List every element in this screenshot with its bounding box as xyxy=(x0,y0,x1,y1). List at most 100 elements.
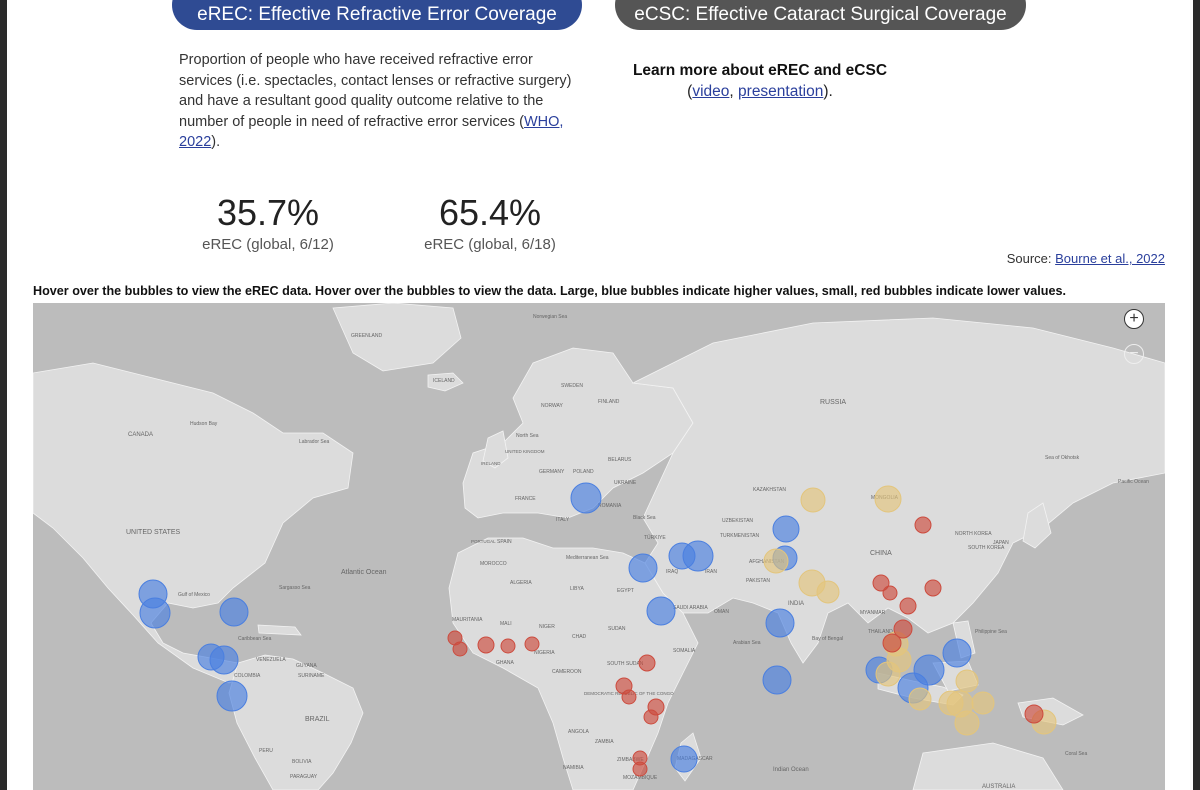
map-label: MALI xyxy=(500,621,512,627)
british-isles-land xyxy=(482,430,509,469)
map-label: NAMIBIA xyxy=(563,765,584,771)
tab-ecsc[interactable]: eCSC: Effective Cataract Surgical Covera… xyxy=(615,0,1026,30)
map-bubble[interactable] xyxy=(219,597,249,627)
tab-erec[interactable]: eREC: Effective Refractive Error Coverag… xyxy=(172,0,582,30)
map-bubble[interactable] xyxy=(914,516,932,534)
map-label: SUDAN xyxy=(608,626,626,632)
map-bubble[interactable] xyxy=(668,542,696,570)
map-bubble[interactable] xyxy=(524,636,540,652)
map-label: THAILAND xyxy=(868,629,893,635)
source-note: Source: Bourne et al., 2022 xyxy=(1007,251,1165,266)
map-label: GUYANA xyxy=(296,663,317,669)
map-bubble[interactable] xyxy=(452,641,468,657)
map-bubble[interactable] xyxy=(874,485,902,513)
map-label: CANADA xyxy=(128,432,153,438)
map-label: SOMALIA xyxy=(673,648,696,654)
map-bubble[interactable] xyxy=(477,636,495,654)
map-label: UZBEKISTAN xyxy=(722,518,753,524)
map-label: NIGER xyxy=(539,624,555,630)
map-bubble[interactable] xyxy=(638,654,656,672)
map-bubble[interactable] xyxy=(800,487,826,513)
stat-label: eREC (global, 6/18) xyxy=(424,236,556,253)
learn-more-title: Learn more about eREC and eCSC xyxy=(632,62,888,79)
map-label: Sea of Okhotsk xyxy=(1045,455,1080,461)
map-bubble[interactable] xyxy=(762,665,792,695)
map-label: NORWAY xyxy=(541,403,564,409)
presentation-link[interactable]: presentation xyxy=(738,83,824,100)
map-bubbles[interactable] xyxy=(138,482,1057,777)
map-bubble[interactable] xyxy=(216,680,248,712)
stat-value: 65.4% xyxy=(438,192,542,233)
map-bubble[interactable] xyxy=(763,548,789,574)
map-bubble[interactable] xyxy=(942,638,972,668)
zoom-in-button[interactable]: + xyxy=(1124,309,1144,329)
learn-more-block: Learn more about eREC and eCSC (video, p… xyxy=(600,62,920,101)
bubble-map[interactable]: Norwegian Sea GREENLAND ICELAND SWEDEN NORWA… xyxy=(33,303,1165,790)
map-bubble[interactable] xyxy=(882,633,902,653)
map-bubble[interactable] xyxy=(924,579,942,597)
map-bubble[interactable] xyxy=(209,645,239,675)
map-bubble[interactable] xyxy=(500,638,516,654)
map-bubble[interactable] xyxy=(971,691,995,715)
map-label: VENEZUELA xyxy=(256,657,286,663)
stat-erec-612: 35.7% eREC (global, 6/12) xyxy=(188,192,348,253)
map-label: SWEDEN xyxy=(561,383,583,389)
map-bubble[interactable] xyxy=(946,690,974,718)
map-bubble[interactable] xyxy=(628,553,658,583)
map-label: IRAN xyxy=(705,569,717,575)
map-bubble[interactable] xyxy=(899,597,917,615)
map-bubble[interactable] xyxy=(772,515,800,543)
map-label: SOUTH KOREA xyxy=(968,545,1005,551)
who-2022-link[interactable]: WHO, 2022 xyxy=(179,113,564,151)
map-label: RUSSIA xyxy=(820,399,846,406)
map-label: Bay of Bengal xyxy=(812,636,843,642)
map-label: TÜRKIYE xyxy=(644,534,666,541)
map-label: PARAGUAY xyxy=(290,774,318,780)
map-bubble[interactable] xyxy=(955,669,979,693)
tab-erec-label: eREC: Effective Refractive Error Coverag… xyxy=(197,4,557,25)
iceland-land xyxy=(427,372,464,392)
land-layer xyxy=(33,303,1165,790)
map-label: UKRAINE xyxy=(614,480,637,486)
map-label: Sargasso Sea xyxy=(279,585,311,591)
map-bubble[interactable] xyxy=(872,574,890,592)
map-label: CHINA xyxy=(870,550,892,557)
map-bubble[interactable] xyxy=(908,687,932,711)
map-bubble[interactable] xyxy=(893,619,913,639)
source-prefix: Source: xyxy=(1006,251,1056,266)
map-label: Black Sea xyxy=(633,515,656,521)
map-bubble[interactable] xyxy=(882,585,898,601)
learn-more-links: (video, presentation). xyxy=(600,83,920,101)
map-label: ITALY xyxy=(556,517,570,523)
map-bubble[interactable] xyxy=(570,482,602,514)
map-label: JAPAN xyxy=(993,540,1009,546)
map-label: GHANA xyxy=(496,660,514,666)
map-label: SURINAME xyxy=(298,673,325,679)
source-link[interactable]: Bourne et al., 2022 xyxy=(1055,251,1165,266)
stat-value: 35.7% xyxy=(216,192,320,233)
map-bubble[interactable] xyxy=(798,569,826,597)
map-bubble[interactable] xyxy=(670,745,698,773)
zoom-out-button[interactable]: − xyxy=(1124,344,1144,364)
map-bubble[interactable] xyxy=(765,608,795,638)
map-canvas[interactable]: Norwegian Sea GREENLAND ICELAND SWEDEN NORWA… xyxy=(33,303,1165,790)
map-bubble[interactable] xyxy=(646,596,676,626)
map-label: BOLIVIA xyxy=(292,759,312,765)
map-bubble[interactable] xyxy=(139,597,171,629)
left-frame-edge xyxy=(0,0,7,790)
map-label: NIGERIA xyxy=(534,650,555,656)
map-label: CAMEROON xyxy=(552,669,582,675)
map-bubble[interactable] xyxy=(913,654,945,686)
map-bubble[interactable] xyxy=(643,709,659,725)
map-label: BELARUS xyxy=(608,457,632,463)
map-label: LIBYA xyxy=(570,586,584,592)
map-bubble[interactable] xyxy=(621,689,637,705)
map-label: ANGOLA xyxy=(568,729,590,735)
japan-land xyxy=(1022,502,1052,549)
map-label: PORTUGAL xyxy=(471,539,496,544)
map-bubble[interactable] xyxy=(875,661,901,687)
map-bubble[interactable] xyxy=(1024,704,1044,724)
map-bubble[interactable] xyxy=(632,761,648,777)
map-label: GREENLAND xyxy=(351,333,383,339)
video-link[interactable]: video xyxy=(692,83,730,100)
